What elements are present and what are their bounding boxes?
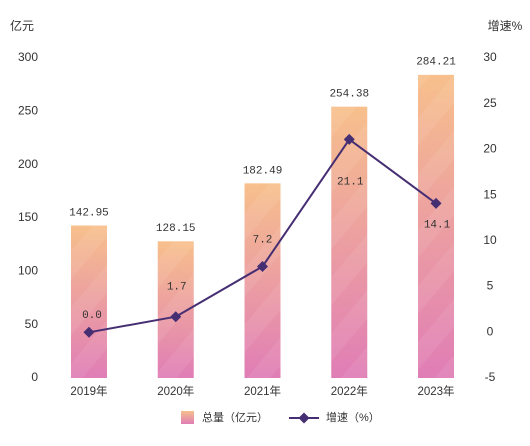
growth-value-label-2021: 7.2 [253, 234, 273, 246]
total-bars [70, 74, 455, 379]
left-axis-tick-200: 200 [18, 157, 38, 171]
growth-value-label-2022: 21.1 [337, 176, 364, 188]
growth-value-label-2019: 0.0 [82, 310, 102, 322]
x-axis-label-2022: 2022年 [331, 384, 368, 398]
total-value-label-2022: 254.38 [329, 89, 369, 101]
right-axis-unit: 增速% [488, 19, 523, 33]
legend: 总量（亿元） 增速（%） [181, 410, 380, 424]
x-axis-label-2023: 2023年 [417, 384, 454, 398]
left-axis-tick-150: 150 [18, 210, 38, 224]
right-axis-tick-30: 30 [483, 50, 497, 64]
right-axis-tick-15: 15 [483, 187, 497, 201]
total-value-label-2023: 284.21 [416, 57, 456, 69]
left-axis-tick-50: 50 [25, 317, 39, 331]
total-value-label-2019: 142.95 [69, 207, 109, 219]
right-axis-tick-minus-5: -5 [485, 370, 496, 384]
growth-point-2022 [343, 133, 355, 145]
right-axis: -5 0 5 10 15 20 25 30 [483, 50, 497, 384]
growth-value-label-2020: 1.7 [167, 282, 187, 294]
x-axis: 2019年 2020年 2021年 2022年 2023年 [70, 384, 454, 398]
right-axis-tick-10: 10 [483, 233, 497, 247]
total-value-label-2020: 128.15 [156, 223, 196, 235]
total-bar-texture-2019 [70, 225, 107, 378]
total-bar-texture-2021 [244, 183, 281, 378]
total-value-labels: 142.95 128.15 182.49 254.38 284.21 [69, 57, 456, 235]
right-axis-tick-5: 5 [487, 279, 494, 293]
left-axis-unit: 亿元 [10, 18, 34, 33]
left-axis: 0 50 100 150 200 250 300 [18, 50, 38, 384]
left-axis-tick-300: 300 [18, 50, 38, 64]
left-axis-tick-0: 0 [31, 370, 38, 384]
total-bar-texture-2022 [331, 106, 368, 379]
x-axis-label-2020: 2020年 [157, 384, 194, 398]
x-axis-label-2021: 2021年 [244, 384, 281, 398]
legend-swatch-total [181, 411, 194, 424]
growth-value-label-2023: 14.1 [424, 219, 451, 231]
left-axis-tick-250: 250 [18, 104, 38, 118]
right-axis-tick-25: 25 [483, 96, 497, 110]
right-axis-tick-0: 0 [487, 324, 494, 338]
growth-point-2020 [170, 311, 182, 323]
legend-label-total: 总量（亿元） [202, 410, 268, 424]
right-axis-tick-20: 20 [483, 142, 497, 156]
growth-value-labels: 0.0 1.7 7.2 21.1 14.1 [82, 176, 451, 322]
left-axis-tick-100: 100 [18, 264, 38, 278]
total-value-label-2021: 182.49 [243, 165, 283, 177]
legend-marker-growth [298, 412, 310, 424]
total-bar-texture-2023 [418, 74, 455, 379]
growth-line-series [83, 133, 442, 338]
growth-point-2021 [257, 260, 268, 272]
growth-point-2019 [83, 326, 95, 338]
legend-label-growth: 增速（%） [326, 410, 380, 424]
x-axis-label-2019: 2019年 [70, 384, 107, 398]
growth-point-2023 [430, 197, 442, 209]
